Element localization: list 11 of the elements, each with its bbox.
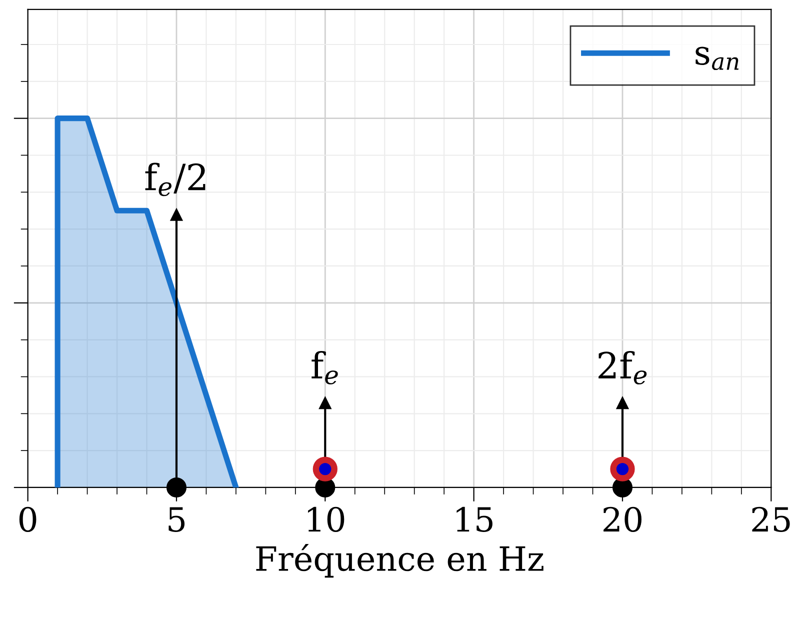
x-tick-label: 5 [168,507,185,532]
x-axis-title: Fréquence en Hz [256,544,544,578]
x-tick-label: 10 [308,506,344,532]
x-tick-label: 0 [19,506,36,532]
x-tick-label: 20 [604,506,642,532]
annotation: 2f$_{e}$ [598,350,647,384]
annotation: f$_{e}$ [312,350,338,384]
annotation: f$_{e}$/2 [145,162,206,196]
x-tick-label: 25 [752,506,790,532]
legend-label: s$_{an}$ [696,46,739,70]
x-tick-label: 15 [456,506,492,532]
